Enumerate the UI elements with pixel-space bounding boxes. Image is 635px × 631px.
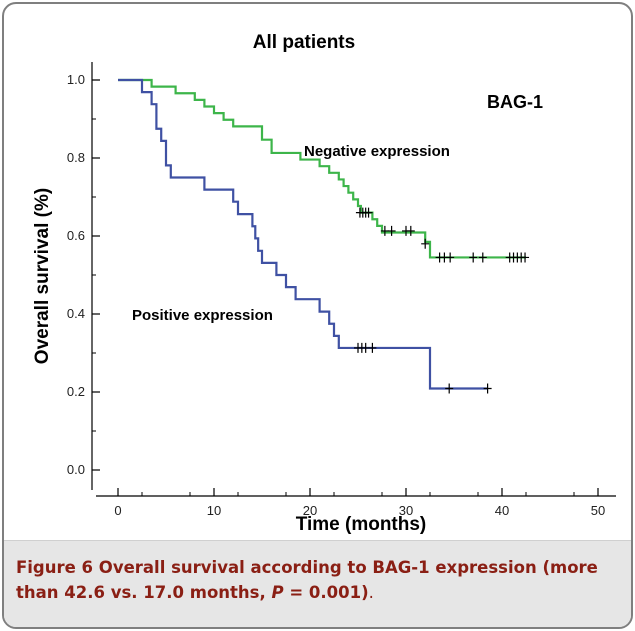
y-tick-label: 0.8: [67, 150, 85, 165]
positive-expression-censor-mark: [368, 342, 377, 353]
positive-expression-curve: [118, 78, 488, 390]
negative-expression-curve: [118, 78, 526, 259]
x-tick-label: 30: [399, 503, 413, 518]
x-tick-label: 0: [114, 503, 121, 518]
negative-expression-label: Negative expression: [304, 143, 450, 160]
caption-figure-label: Figure 6: [16, 558, 94, 577]
negative-expression-censor-mark: [406, 225, 415, 236]
chart-title: All patients: [253, 32, 355, 53]
caption-p-symbol: P: [271, 583, 284, 602]
negative-expression-censor-mark: [521, 252, 530, 263]
y-tick-label: 0.4: [67, 306, 85, 321]
negative-expression-censor-mark: [469, 252, 478, 263]
negative-expression-censor-mark: [446, 252, 455, 263]
positive-expression-censor-mark: [483, 383, 492, 394]
positive-expression-censor-mark: [361, 342, 370, 353]
series-layer: [118, 78, 530, 394]
caption-p-value: = 0.001): [283, 583, 369, 602]
figure-caption: Figure 6 Overall survival according to B…: [16, 555, 619, 605]
y-tick-label: 0.2: [67, 384, 85, 399]
y-tick-label: 0.6: [67, 228, 85, 243]
axes-group: 0.0 0.2 0.4 0.6 0.8 1.0 0 10 20 30 40 50: [67, 62, 616, 518]
caption-text: Overall survival according to BAG-1 expr…: [16, 558, 598, 602]
survival-chart: All patients BAG-1 Negative expression P…: [32, 32, 616, 535]
y-tick-label: 0.0: [67, 462, 85, 477]
negative-expression-censor-mark: [421, 238, 430, 249]
x-tick-label: 20: [303, 503, 317, 518]
x-tick-label: 10: [207, 503, 221, 518]
y-axis-label: Overall survival (%): [32, 188, 53, 364]
negative-expression-censor-mark: [364, 207, 373, 218]
positive-expression-censor-mark: [445, 383, 454, 394]
negative-expression-censor-mark: [387, 225, 396, 236]
x-tick-label: 40: [495, 503, 509, 518]
x-tick-label: 50: [591, 503, 605, 518]
negative-expression-censor-mark: [380, 225, 389, 236]
positive-expression-label: Positive expression: [132, 307, 273, 324]
negative-expression-censor-mark: [478, 252, 487, 263]
caption-period: .: [368, 583, 374, 602]
bag1-label: BAG-1: [487, 92, 543, 112]
x-axis-label: Time (months): [296, 514, 427, 535]
y-tick-label: 1.0: [67, 72, 85, 87]
caption-box: Figure 6 Overall survival according to B…: [4, 540, 631, 627]
